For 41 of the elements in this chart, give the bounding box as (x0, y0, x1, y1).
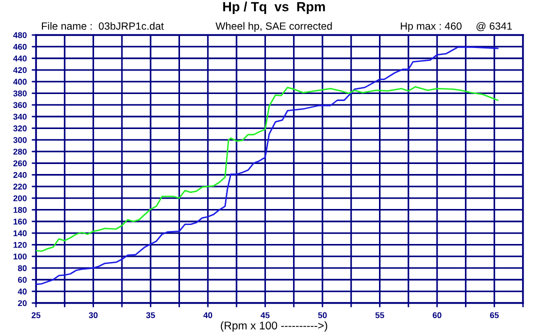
y-tick-label: 240 (13, 172, 27, 178)
y-tick-label: 120 (14, 242, 27, 248)
text: Hp max : 460 (400, 22, 462, 32)
text: File name : 03bJRP1c.dat (42, 22, 164, 30)
y-tick-label: 420 (13, 67, 27, 74)
y-tick-label: 100 (14, 254, 27, 260)
x-tick-label: 45 (260, 312, 270, 318)
line-series (36, 46, 498, 286)
y-tick-label: 340 (13, 114, 27, 120)
x-tick-label: 65 (490, 312, 499, 318)
y-tick-label: 80 (18, 265, 27, 272)
x-tick-label: 50 (318, 312, 327, 318)
chart-subtitle: Wheel hp, SAE corrected (216, 22, 332, 32)
y-tick-label: 400 (13, 78, 27, 85)
x-tick-label: 40 (203, 312, 212, 318)
y-tick-label: 220 (13, 184, 27, 190)
x-tick-label: 55 (375, 312, 384, 318)
y-tick-label: 40 (18, 288, 27, 294)
text: @ 6341 (476, 22, 512, 32)
y-tick-label: 480 (13, 32, 27, 38)
y-tick-label: 60 (18, 276, 27, 283)
y-tick-label: 360 (13, 102, 27, 108)
line-series (36, 86, 498, 252)
x-axis-title: (Rpm x 100 ---------->) (220, 321, 328, 332)
y-tick-label: 200 (13, 195, 27, 202)
y-tick-label: 140 (14, 230, 27, 236)
x-tick-label: 60 (432, 312, 442, 318)
y-tick-label: 440 (13, 56, 27, 62)
x-tick-label: 25 (32, 312, 40, 318)
y-tick-label: 380 (13, 90, 27, 96)
y-tick-label: 180 (14, 206, 27, 213)
chart-title: Hp / Tq vs Rpm (223, 2, 325, 14)
x-tick-label: 30 (88, 312, 98, 318)
x-tick-label: 35 (146, 312, 155, 318)
y-tick-label: 300 (13, 137, 27, 143)
y-tick-label: 320 (13, 125, 27, 132)
y-tick-label: 260 (13, 160, 27, 166)
y-tick-label: 460 (13, 44, 27, 50)
y-tick-label: 160 (14, 218, 27, 225)
y-tick-label: 280 (13, 148, 27, 155)
y-tick-label: 20 (18, 300, 27, 306)
